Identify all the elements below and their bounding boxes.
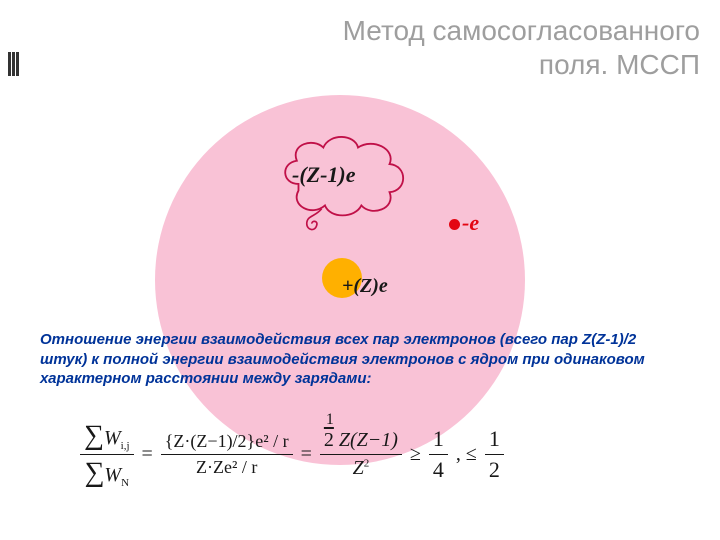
bound-low: 1 4 [429, 426, 448, 483]
slide-marker [8, 52, 20, 76]
bound-high: 1 2 [485, 426, 504, 483]
nucleus-charge-label: +(Z)e [342, 275, 388, 298]
formula-mid-fraction: {Z·(Z−1)/2}e² / r Z·Ze² / r [161, 431, 293, 478]
title-line-2: поля. МССП [343, 48, 700, 82]
title-line-1: Метод самосогласованного [343, 14, 700, 48]
cloud-charge-label: -(Z-1)e [292, 162, 356, 188]
formula-lhs-fraction: ∑Wi,j ∑WN [80, 420, 134, 489]
equals-1: = [142, 443, 153, 466]
equals-2: = [301, 443, 312, 466]
le-sign: , ≤ [456, 443, 477, 466]
description-text: Отношение энергии взаимодействия всех па… [40, 330, 680, 389]
electron-charge-label: -e [462, 210, 479, 236]
ge-sign: ≥ [410, 443, 421, 466]
energy-ratio-formula: ∑Wi,j ∑WN = {Z·(Z−1)/2}e² / r Z·Ze² / r … [80, 420, 504, 489]
slide-title: Метод самосогласованного поля. МССП [343, 14, 700, 81]
formula-rhs-fraction: 1 2 Z(Z−1) Z2 [320, 429, 402, 480]
electron-dot [449, 219, 460, 230]
